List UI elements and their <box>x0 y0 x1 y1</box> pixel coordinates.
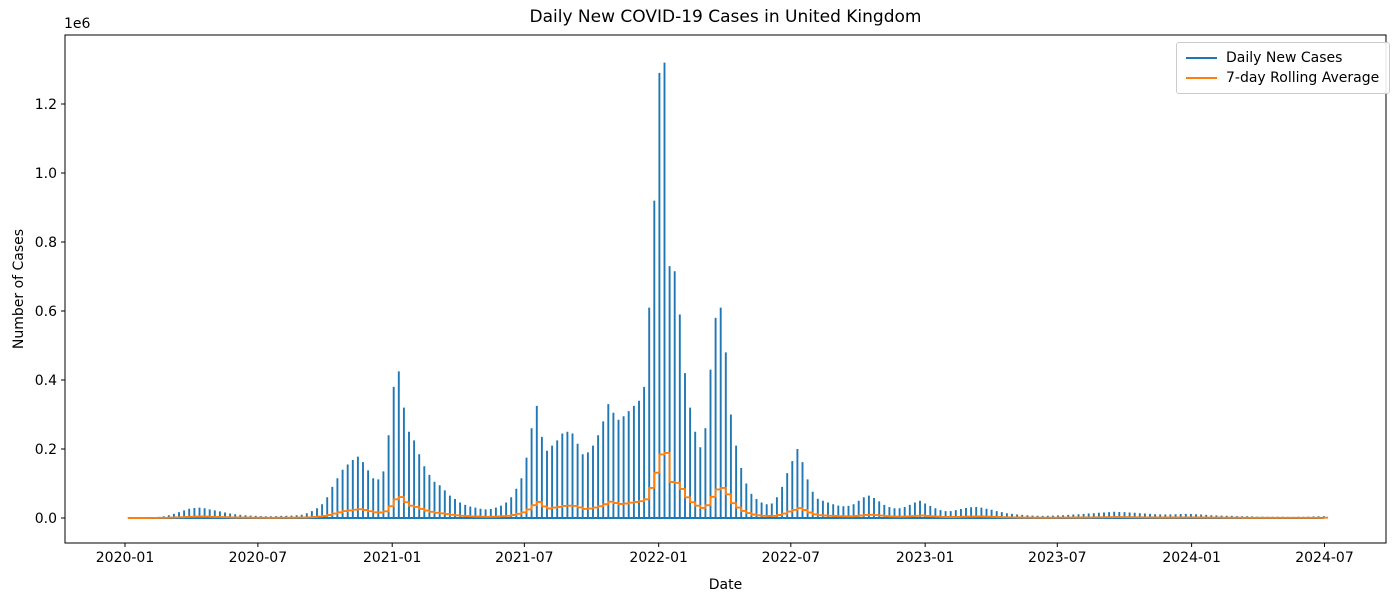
series-daily-new-cases <box>126 62 1325 519</box>
legend-label-daily-new-cases: Daily New Cases <box>1226 50 1343 66</box>
legend: Daily New Cases 7-day Rolling Average <box>1176 42 1391 94</box>
y-tick-label: 1.2 <box>35 97 57 113</box>
plot-frame <box>64 34 1387 544</box>
x-tick-label: 2023-01 <box>896 550 955 566</box>
x-tick-label: 2022-07 <box>762 550 821 566</box>
legend-label-rolling-average: 7-day Rolling Average <box>1226 70 1380 86</box>
legend-line-daily-new-cases <box>1186 56 1217 60</box>
x-tick-label: 2021-07 <box>495 550 554 566</box>
x-axis-label: Date <box>708 577 743 593</box>
y-tick-label: 1.0 <box>35 166 57 182</box>
y-tick-label: 0.4 <box>35 373 57 389</box>
y-tick-label: 0.0 <box>35 511 57 527</box>
y-tick-label: 0.8 <box>35 235 57 251</box>
x-tick-label: 2020-07 <box>229 550 288 566</box>
chart-title: Daily New COVID-19 Cases in United Kingd… <box>529 7 922 27</box>
legend-line-rolling-average <box>1186 76 1217 80</box>
x-tick-label: 2024-07 <box>1295 550 1354 566</box>
x-tick-label: 2023-07 <box>1028 550 1087 566</box>
x-tick-label: 2021-01 <box>363 550 422 566</box>
legend-entry-rolling-average: 7-day Rolling Average <box>1186 68 1379 88</box>
x-tick-label: 2024-01 <box>1162 550 1221 566</box>
x-tick-label: 2022-01 <box>629 550 688 566</box>
y-tick-label: 0.6 <box>35 304 57 320</box>
series-rolling-average <box>127 451 1329 519</box>
y-tick-label: 0.2 <box>35 442 57 458</box>
y-axis-offset-label: 1e6 <box>64 16 91 32</box>
legend-entry-daily-new-cases: Daily New Cases <box>1186 48 1379 68</box>
x-tick-label: 2020-01 <box>96 550 155 566</box>
y-axis-label: Number of Cases <box>11 228 27 350</box>
